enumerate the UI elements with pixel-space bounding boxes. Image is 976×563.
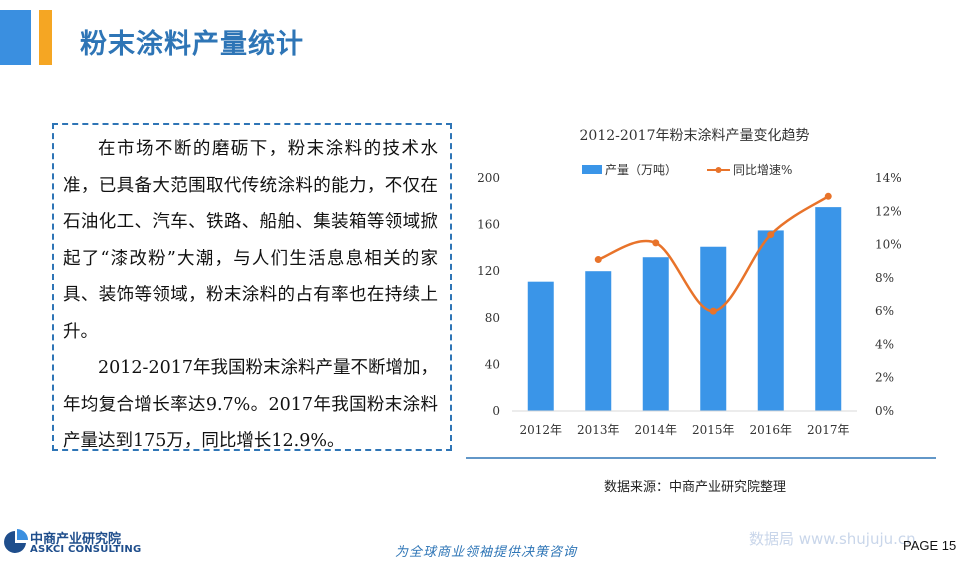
- bar-2016年: [757, 230, 784, 411]
- growth-point-2014年: [652, 239, 660, 247]
- growth-point-2016年: [767, 231, 775, 239]
- y-right-tick-label: 14%: [875, 171, 902, 185]
- legend-label-line: 同比增速%: [733, 163, 792, 177]
- logo-cn-text: 中商产业研究院: [30, 532, 122, 547]
- bar-2012年: [527, 281, 554, 411]
- page-title: 粉末涂料产量统计: [80, 29, 304, 60]
- x-tick-label: 2016年: [749, 423, 792, 437]
- y-right-tick-label: 4%: [875, 337, 894, 351]
- y-right-tick-label: 12%: [875, 204, 902, 218]
- chart-title: 2012-2017年粉末涂料产量变化趋势: [580, 128, 810, 144]
- page-number: PAGE 15: [903, 538, 957, 553]
- bar-2017年: [815, 207, 842, 411]
- y-right-tick-label: 8%: [875, 271, 894, 285]
- accent-bar-orange: [39, 10, 52, 65]
- growth-point-2015年: [709, 307, 717, 315]
- y-left-tick-label: 120: [477, 264, 500, 278]
- watermark: 数据局 www.shujuju.cn: [749, 530, 916, 548]
- x-tick-label: 2013年: [577, 423, 620, 437]
- accent-bar-blue: [0, 10, 31, 65]
- x-tick-label: 2015年: [692, 423, 735, 437]
- legend-swatch-bar: [582, 165, 602, 174]
- y-right-tick-label: 6%: [875, 304, 894, 318]
- growth-point-2017年: [824, 192, 832, 200]
- chart: 2012-2017年粉末涂料产量变化趋势产量（万吨） 同比增速% 0 40 80 120 1…: [462, 116, 940, 466]
- y-right-tick-label: 10%: [875, 238, 902, 252]
- y-left-tick-label: 40: [485, 357, 500, 371]
- text-paragraph-1: 在市场不断的磨砺下，粉末涂料的技术水准，已具备大范围取代传统涂料的能力，不仅在石…: [63, 139, 438, 342]
- text-paragraph-2: 2012-2017年我国粉末涂料产量不断增加，年均复合增长率达9.7%。2017…: [63, 358, 438, 451]
- legend-label-bar: 产量（万吨）: [605, 163, 677, 177]
- slogan: 为全球商业领袖提供决策咨询: [395, 545, 578, 560]
- data-source: 数据来源：中商产业研究院整理: [604, 480, 787, 495]
- bar-2013年: [585, 271, 612, 411]
- y-left-tick-label: 0: [492, 404, 500, 418]
- y-right-tick-label: 0%: [875, 404, 894, 418]
- legend-marker-line: [715, 167, 722, 173]
- bar-2014年: [642, 257, 669, 411]
- y-left-tick-label: 160: [477, 218, 500, 232]
- y-left-tick-label: 200: [477, 171, 500, 185]
- logo: 中商产业研究院 ASKCI CONSULTING: [2, 527, 142, 559]
- text-box: 在市场不断的磨砺下，粉末涂料的技术水准，已具备大范围取代传统涂料的能力，不仅在石…: [52, 123, 452, 451]
- y-left-tick-label: 80: [485, 311, 500, 325]
- bar-2015年: [700, 246, 727, 411]
- logo-icon: [4, 529, 28, 553]
- y-right-tick-label: 2%: [875, 371, 894, 385]
- growth-point-2013年: [594, 256, 602, 264]
- x-tick-label: 2014年: [634, 423, 677, 437]
- x-tick-label: 2012年: [519, 423, 562, 437]
- x-tick-label: 2017年: [807, 423, 850, 437]
- logo-en-text: ASKCI CONSULTING: [30, 544, 142, 555]
